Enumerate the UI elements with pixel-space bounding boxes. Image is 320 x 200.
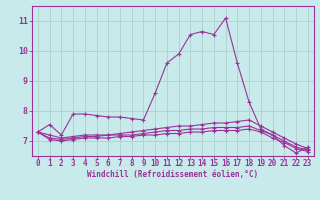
X-axis label: Windchill (Refroidissement éolien,°C): Windchill (Refroidissement éolien,°C) [87,170,258,179]
